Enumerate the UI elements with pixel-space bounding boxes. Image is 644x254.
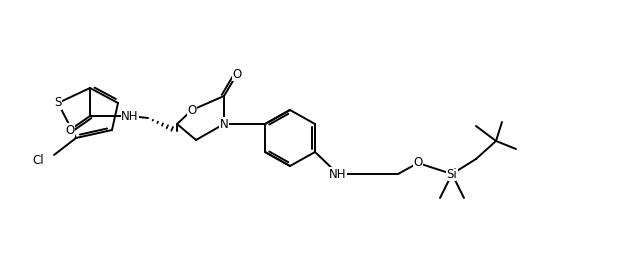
Text: N: N [220,118,229,131]
Text: S: S [54,97,62,109]
Text: Si: Si [447,167,457,181]
Text: NH: NH [329,167,346,181]
Text: NH: NH [121,109,138,122]
Text: O: O [413,156,422,169]
Text: O: O [187,103,196,117]
Text: O: O [66,123,75,136]
Text: O: O [232,68,242,81]
Text: Cl: Cl [32,153,44,167]
